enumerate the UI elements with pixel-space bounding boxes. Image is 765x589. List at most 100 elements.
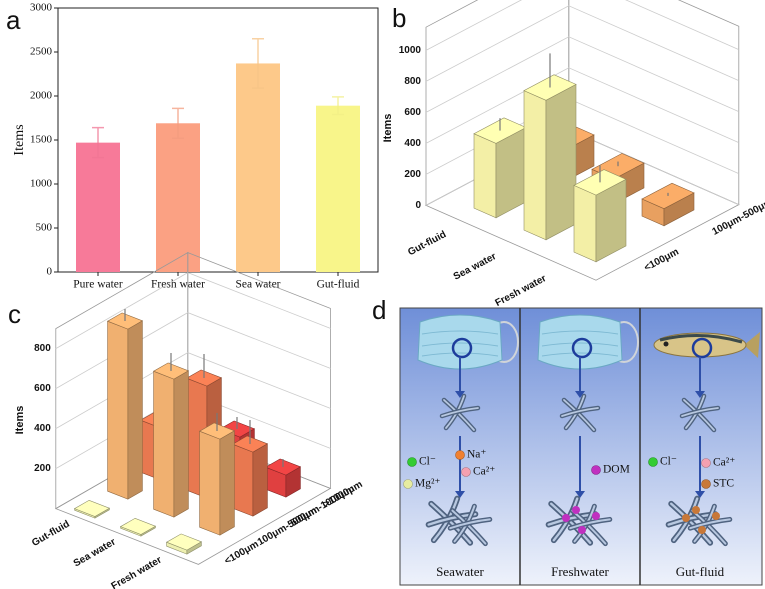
fish-tail: [744, 332, 760, 358]
column-label: Gut-fluid: [676, 564, 725, 579]
adsorbed-dot: [572, 506, 580, 514]
error-bar: [92, 126, 104, 159]
y-tick-label: 800: [404, 76, 421, 87]
x-tick-label: Fresh water: [151, 279, 205, 291]
bar-face: [232, 443, 254, 517]
y-tick-label: 500: [36, 222, 53, 234]
y-tick-label: 400: [404, 138, 421, 149]
bar-face: [107, 320, 129, 500]
mask-fold: [421, 330, 499, 335]
fiber-highlight: [670, 502, 712, 544]
fiber-highlight: [451, 509, 487, 545]
bar-face: [573, 184, 597, 263]
fiber-highlight: [563, 399, 595, 431]
bar: [641, 182, 695, 227]
error-bar: [252, 38, 264, 89]
ion-label: Mg²⁺: [415, 478, 441, 490]
category-label: Sea water: [452, 251, 499, 283]
fiber-highlight: [683, 399, 715, 431]
grid-line: [425, 0, 739, 51]
bar: [573, 169, 627, 263]
y-tick-label: 3000: [30, 2, 53, 14]
zoom-circle: [571, 337, 593, 359]
ion-dot: [648, 457, 658, 467]
fish-back: [659, 334, 743, 344]
mask: [417, 314, 503, 370]
adsorbed-dot: [698, 526, 706, 534]
fiber-highlight: [441, 407, 479, 417]
bar-face: [119, 517, 157, 535]
y-tick-label: 1000: [30, 178, 53, 190]
grid-line: [425, 67, 739, 144]
series-label: <100μm: [223, 539, 261, 567]
ion-label: Na⁺: [467, 449, 486, 461]
adsorbed-dot: [692, 506, 700, 514]
mask-fold: [541, 352, 619, 357]
mask-fold: [421, 352, 499, 357]
fiber-highlight: [689, 518, 731, 530]
bar: [73, 499, 111, 519]
panel-label: c: [8, 299, 21, 329]
y-tick-label: 800: [34, 343, 51, 354]
bar-face: [252, 443, 268, 517]
bar: [236, 63, 280, 272]
ion-dot: [701, 479, 711, 489]
arrow-head: [455, 391, 465, 398]
y-tick-label: 0: [47, 266, 53, 278]
bar: [198, 422, 236, 536]
bar-face: [219, 430, 235, 536]
bar: [156, 123, 200, 272]
adsorbed-dot: [578, 526, 586, 534]
y-tick-label: 1000: [399, 45, 422, 56]
series-label: <100μm: [642, 246, 680, 273]
panel-label: b: [392, 3, 406, 33]
bar-face: [73, 499, 111, 517]
y-tick-label: 2500: [30, 46, 53, 58]
grid-line: [55, 352, 331, 429]
bar: [76, 142, 120, 272]
fiber-highlight: [561, 407, 599, 417]
arrow-head: [575, 491, 585, 498]
ion-label: Cl⁻: [660, 456, 677, 468]
grid-line: [425, 36, 739, 113]
category-label: Sea water: [72, 537, 118, 570]
arrow-head: [695, 391, 705, 398]
y-tick-label: 2000: [30, 90, 53, 102]
arrow-head: [455, 491, 465, 498]
bar: [316, 105, 360, 273]
fiber-highlight: [550, 502, 592, 544]
bar-face: [153, 370, 175, 518]
panel-label: a: [6, 5, 21, 35]
bar-face: [545, 83, 577, 241]
error-bar: [172, 107, 184, 139]
bar: [264, 458, 302, 498]
adsorbed-dot: [712, 512, 720, 520]
fiber-highlight: [449, 518, 491, 530]
bar: [473, 117, 527, 219]
ion-label: Ca²⁺: [473, 466, 495, 478]
fiber-highlight: [681, 407, 719, 417]
ion-dot: [461, 467, 471, 477]
y-tick-label: 600: [404, 107, 421, 118]
y-tick-label: 0: [415, 200, 421, 211]
y-tick-label: 600: [34, 383, 51, 394]
fiber-highlight: [569, 518, 611, 530]
y-tick-label: 1500: [30, 134, 53, 146]
ion-dot: [591, 465, 601, 475]
bar: [231, 435, 269, 517]
zoom-circle: [451, 337, 473, 359]
panel-label: d: [372, 295, 386, 325]
bar-face: [199, 430, 221, 536]
ion-dot: [701, 458, 711, 468]
y-axis-label: Items: [14, 406, 26, 435]
column-label: Freshwater: [551, 564, 609, 579]
x-tick-label: Gut-fluid: [317, 279, 360, 291]
fish-eye: [663, 341, 669, 347]
y-tick-label: 200: [34, 463, 51, 474]
bar-face: [173, 370, 189, 518]
mask: [537, 314, 623, 370]
y-tick-label: 400: [34, 423, 51, 434]
ion-label: DOM: [603, 464, 630, 476]
adsorbed-dot: [592, 512, 600, 520]
